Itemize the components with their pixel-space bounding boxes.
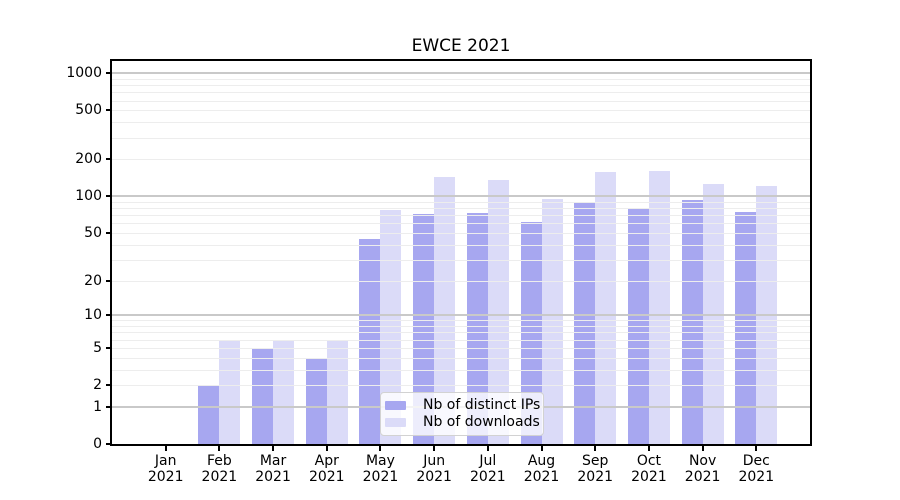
bar-ips-mar [252,347,274,444]
bar-downloads-mar [273,339,295,444]
y-tick-label: 50 [84,225,102,242]
y-tick-label: 20 [84,272,102,289]
y-tick-mark [106,279,112,282]
y-tick-label: 1 [93,398,102,415]
x-tick-label-sep: Sep 2021 [577,453,614,485]
x-tick-mark [540,446,543,451]
y-tick-mark [106,109,112,112]
x-tick-mark [164,446,167,451]
y-tick-mark [106,72,112,75]
bar-ips-jun [413,213,435,444]
x-tick-mark [647,446,650,451]
y-tick-label: 100 [75,188,102,205]
y-tick-label: 500 [75,102,102,119]
y-tick-label: 1000 [66,65,102,82]
x-tick-label-jul: Jul 2021 [470,453,506,485]
bar-downloads-aug [541,199,563,444]
legend-swatch-downloads [385,418,406,427]
legend: Nb of distinct IPs Nb of downloads [380,392,544,436]
x-tick-label-oct: Oct 2021 [631,453,667,485]
x-tick-mark [433,446,436,451]
x-tick-mark [701,446,704,451]
y-tick-label: 5 [93,339,102,356]
x-tick-mark [755,446,758,451]
y-tick-mark [106,405,112,408]
bar-ips-dec [735,212,757,444]
plot-area [112,61,810,444]
bar-ips-apr [305,357,327,444]
x-tick-mark [486,446,489,451]
x-tick-mark [218,446,221,451]
x-tick-label-mar: Mar 2021 [255,453,291,485]
x-tick-label-dec: Dec 2021 [738,453,775,485]
bar-ips-may [359,238,381,444]
y-tick-mark [106,314,112,317]
bar-downloads-dec [756,185,778,444]
y-tick-label: 200 [75,151,102,168]
x-tick-mark [325,446,328,451]
bar-downloads-jun [434,176,456,444]
legend-swatch-distinct-ips [385,401,406,410]
bar-ips-oct [627,207,649,444]
y-tick-mark [106,384,112,387]
bar-downloads-nov [702,183,724,444]
legend-label-distinct-ips: Nb of distinct IPs [423,397,541,413]
x-tick-label-aug: Aug 2021 [523,453,560,485]
y-tick-label: 0 [93,436,102,452]
bar-downloads-apr [326,339,348,444]
x-tick-mark [272,446,275,451]
bar-downloads-jul [487,180,509,444]
bar-ips-nov [681,199,703,444]
bar-ips-feb [198,385,220,444]
bar-ips-jul [466,213,488,444]
y-tick-mark [106,195,112,198]
y-tick-label: 2 [93,377,102,394]
legend-label-downloads: Nb of downloads [423,414,540,430]
x-tick-label-apr: Apr 2021 [308,453,345,485]
y-tick-mark [106,158,112,161]
x-tick-mark [594,446,597,451]
x-tick-label-jan: Jan 2021 [147,453,184,485]
y-tick-mark [106,232,112,235]
bars-layer [112,61,810,444]
legend-item-downloads: Nb of downloads [385,414,540,430]
bar-ips-sep [574,201,596,444]
x-tick-label-jun: Jun 2021 [416,453,452,485]
y-tick-mark [106,443,112,445]
x-tick-label-may: May 2021 [362,453,399,485]
y-tick-mark [106,346,112,349]
x-tick-label-nov: Nov 2021 [684,453,721,485]
x-tick-label-feb: Feb 2021 [201,453,238,485]
y-tick-label: 10 [84,307,102,324]
x-tick-mark [379,446,382,451]
legend-item-distinct-ips: Nb of distinct IPs [385,397,541,413]
bar-downloads-feb [219,339,241,444]
chart-title: EWCE 2021 [411,36,511,56]
bar-downloads-sep [595,172,617,444]
bar-downloads-oct [648,170,670,444]
